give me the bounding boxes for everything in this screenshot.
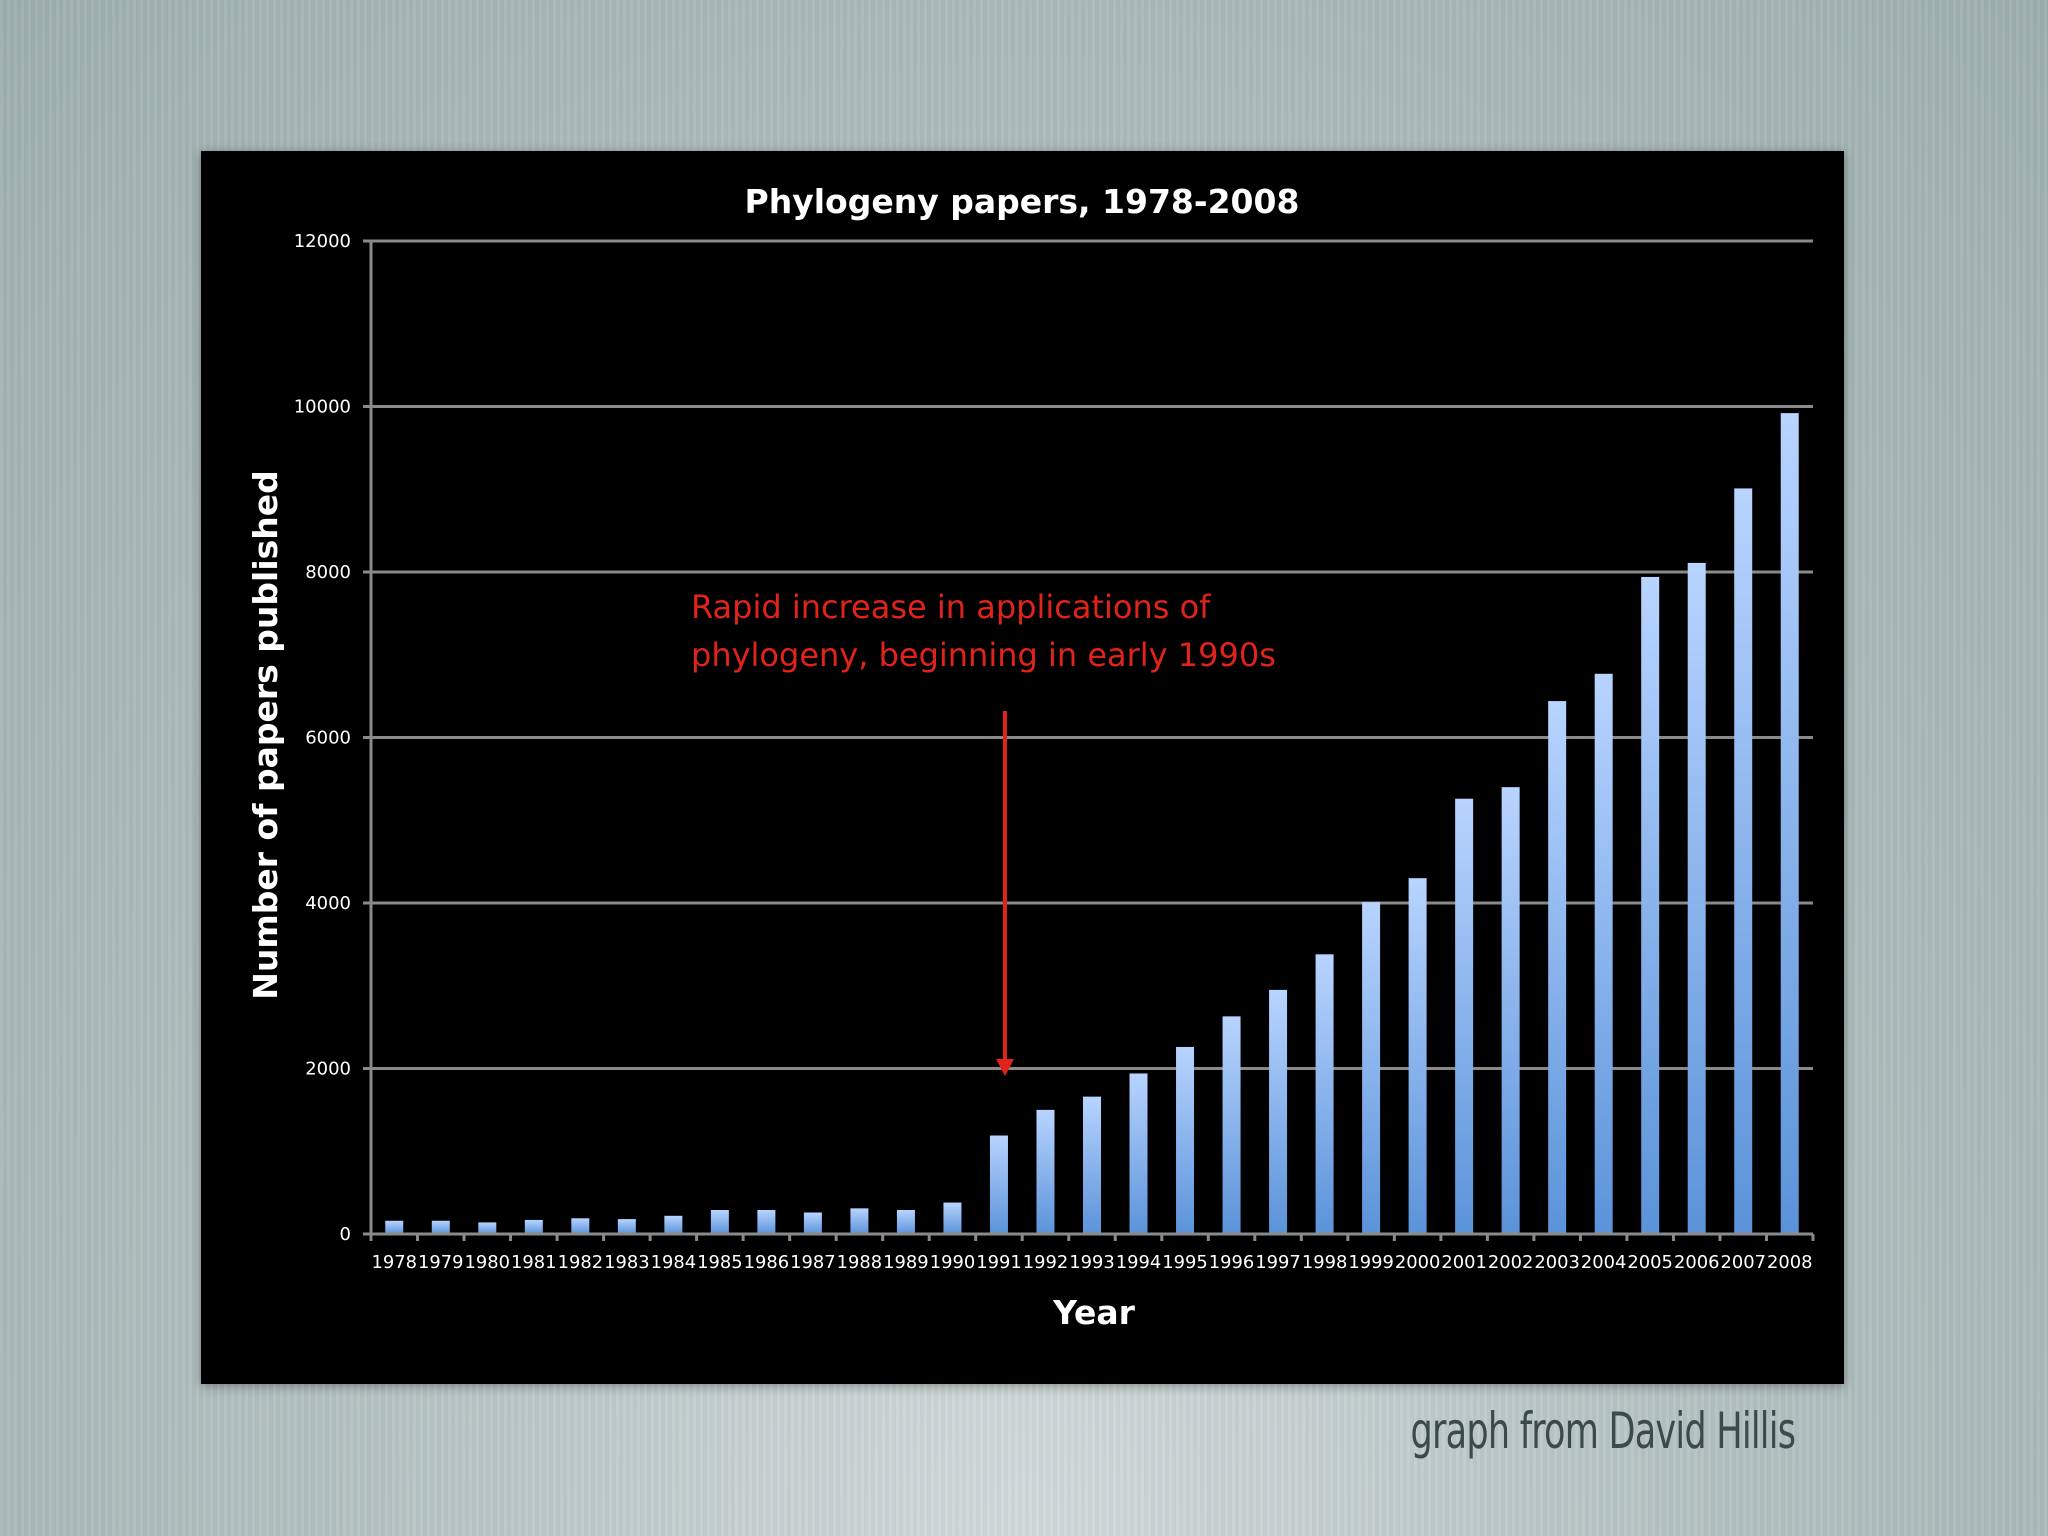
bar-1996 — [1222, 1016, 1241, 1234]
bar-1993 — [1083, 1096, 1101, 1234]
annotation-line-2: phylogeny, beginning in early 1990s — [691, 636, 1276, 674]
bar-1990 — [943, 1202, 962, 1234]
x-axis-title: Year — [1052, 1293, 1136, 1332]
x-tick-label: 1990 — [930, 1252, 976, 1273]
x-tick-label: 1995 — [1162, 1252, 1208, 1273]
y-axis-ticks: 0 2000 4000 6000 8000 10000 12000 — [294, 231, 371, 1245]
chart-title: Phylogeny papers, 1978-2008 — [745, 182, 1300, 221]
y-tick-label: 6000 — [305, 728, 351, 749]
bar-2006 — [1687, 562, 1706, 1234]
x-tick-label: 1986 — [744, 1252, 790, 1273]
axes — [369, 241, 1813, 1236]
bars — [385, 413, 1799, 1234]
bar-1991 — [989, 1135, 1008, 1234]
bar-2004 — [1594, 673, 1613, 1234]
bar-1989 — [896, 1210, 915, 1234]
x-tick-label: 1988 — [837, 1252, 883, 1273]
x-tick-label: 1981 — [511, 1252, 557, 1273]
annotation-arrow — [995, 711, 1014, 1076]
bar-1992 — [1036, 1109, 1055, 1234]
x-tick-label: 1992 — [1023, 1252, 1069, 1273]
x-tick-label: 1979 — [418, 1252, 464, 1273]
y-axis-title: Number of papers published — [246, 470, 285, 1000]
bar-2001 — [1455, 798, 1474, 1234]
x-tick-label: 1999 — [1348, 1252, 1394, 1273]
x-tick-label: 2001 — [1441, 1252, 1487, 1273]
x-tick-label: 1984 — [651, 1252, 697, 1273]
bar-chart: Phylogeny papers, 1978-2008 0 2000 4000 600… — [246, 182, 1815, 1332]
arrow-head — [995, 1059, 1014, 1076]
x-tick-label: 2008 — [1767, 1252, 1813, 1273]
bar-1983 — [617, 1219, 636, 1234]
bar-1982 — [571, 1218, 590, 1234]
x-tick-label: 1993 — [1069, 1252, 1115, 1273]
bar-1994 — [1129, 1073, 1148, 1234]
x-tick-label: 1994 — [1116, 1252, 1162, 1273]
x-tick-label: 1978 — [372, 1252, 418, 1273]
x-tick-label: 1998 — [1302, 1252, 1348, 1273]
x-tick-label: 1989 — [883, 1252, 929, 1273]
y-tick-label: 4000 — [305, 893, 351, 914]
x-tick-label: 1997 — [1255, 1252, 1301, 1273]
x-tick-label: 1991 — [976, 1252, 1022, 1273]
bar-1997 — [1269, 989, 1288, 1234]
y-tick-label: 2000 — [305, 1059, 351, 1080]
bar-1987 — [803, 1212, 822, 1234]
credit-caption: graph from David Hillis — [1410, 1402, 1796, 1460]
x-tick-label: 1982 — [558, 1252, 604, 1273]
x-tick-label: 2006 — [1674, 1252, 1720, 1273]
x-tick-label: 2007 — [1720, 1252, 1766, 1273]
bar-1985 — [710, 1210, 729, 1234]
x-tick-label: 1996 — [1209, 1252, 1255, 1273]
bar-2005 — [1641, 576, 1660, 1234]
y-tick-label: 10000 — [294, 397, 351, 418]
bar-1981 — [524, 1219, 543, 1234]
bar-1999 — [1362, 902, 1381, 1234]
bar-1980 — [478, 1222, 497, 1234]
bar-2008 — [1780, 413, 1799, 1234]
x-tick-label: 1987 — [790, 1252, 836, 1273]
bar-1986 — [757, 1210, 776, 1234]
y-tick-label: 0 — [340, 1224, 351, 1245]
bar-1978 — [385, 1220, 404, 1234]
x-tick-label: 1985 — [697, 1252, 743, 1273]
bar-2007 — [1734, 488, 1753, 1234]
bar-1984 — [664, 1215, 683, 1234]
x-tick-label: 2000 — [1395, 1252, 1441, 1273]
y-tick-label: 12000 — [294, 231, 351, 252]
y-tick-label: 8000 — [305, 562, 351, 583]
annotation-line-1: Rapid increase in applications of — [691, 588, 1211, 626]
chart-panel: Phylogeny papers, 1978-2008 0 2000 4000 600… — [201, 151, 1844, 1384]
x-tick-label: 2002 — [1488, 1252, 1534, 1273]
x-axis-ticks: 1978 1979 1980 1981 1982 1983 1984 1985 1986 1987… — [369, 1234, 1815, 1273]
bar-2000 — [1408, 878, 1427, 1234]
bar-1995 — [1176, 1046, 1195, 1234]
bar-1988 — [850, 1208, 869, 1234]
bar-1979 — [431, 1220, 450, 1234]
bar-2002 — [1501, 787, 1520, 1234]
x-tick-label: 2004 — [1581, 1252, 1627, 1273]
x-tick-label: 1980 — [465, 1252, 511, 1273]
bar-1998 — [1315, 954, 1334, 1234]
gridlines — [371, 239, 1813, 1070]
x-tick-label: 2005 — [1627, 1252, 1673, 1273]
x-tick-label: 1983 — [604, 1252, 650, 1273]
bar-2003 — [1548, 701, 1567, 1234]
x-tick-label: 2003 — [1534, 1252, 1580, 1273]
